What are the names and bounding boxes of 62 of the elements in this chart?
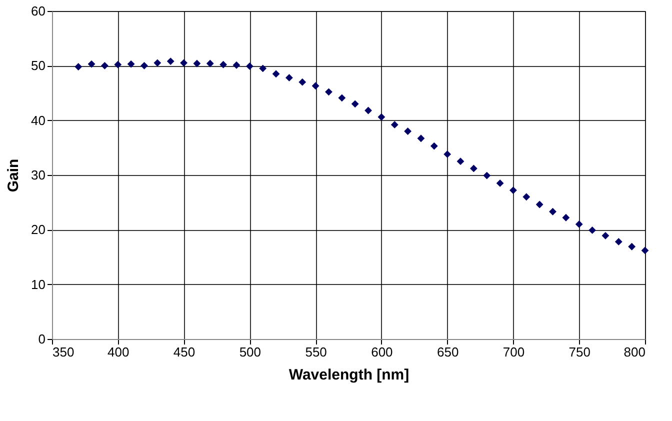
- x-tick-label: 750: [568, 344, 590, 360]
- point: [351, 100, 359, 108]
- y-tick-label: 50: [31, 58, 46, 74]
- point: [602, 232, 610, 240]
- point: [166, 58, 174, 65]
- point: [588, 226, 596, 234]
- x-axis-title: Wavelength [nm]: [288, 366, 410, 384]
- point: [88, 60, 96, 68]
- point: [390, 121, 398, 128]
- y-tick-label: 60: [31, 4, 46, 18]
- point: [549, 208, 556, 216]
- y-tick-label: 10: [31, 276, 46, 292]
- y-tick-label: 30: [31, 168, 46, 182]
- y-tick-label: 40: [31, 112, 46, 128]
- point: [430, 142, 438, 150]
- y-axis-title: Gain: [5, 158, 22, 192]
- x-tick-label: 450: [173, 344, 196, 360]
- point: [74, 63, 82, 70]
- point: [285, 74, 293, 82]
- x-tick-label: 550: [305, 344, 327, 360]
- x-tick-label: 800: [624, 344, 646, 360]
- point: [259, 64, 267, 72]
- point: [140, 62, 148, 70]
- point: [232, 61, 240, 69]
- point: [575, 220, 583, 228]
- point: [206, 60, 214, 68]
- point: [483, 172, 491, 180]
- point: [101, 62, 108, 70]
- point: [220, 60, 228, 68]
- point: [522, 193, 530, 201]
- point: [298, 78, 306, 86]
- point: [114, 60, 122, 68]
- point: [272, 70, 280, 78]
- point: [536, 200, 544, 208]
- point: [496, 179, 504, 187]
- point: [614, 238, 622, 246]
- point: [562, 214, 570, 222]
- point: [641, 246, 649, 254]
- x-tick-label: 400: [108, 344, 130, 360]
- point: [127, 60, 135, 68]
- point: [325, 88, 332, 96]
- x-tick-label: 500: [239, 344, 262, 360]
- x-tick-label: 600: [371, 344, 393, 360]
- y-tick-label: 0: [38, 332, 46, 346]
- point: [404, 128, 412, 135]
- point: [180, 59, 188, 67]
- point: [193, 60, 201, 68]
- point: [470, 164, 478, 172]
- point: [417, 134, 425, 142]
- point: [312, 82, 320, 90]
- point: [510, 186, 517, 194]
- point: [456, 158, 464, 166]
- point: [338, 94, 346, 102]
- point: [628, 242, 636, 250]
- point: [444, 150, 452, 158]
- y-tick-label: 20: [31, 222, 46, 238]
- x-tick-label: 700: [502, 344, 525, 360]
- point: [154, 59, 162, 67]
- point: [378, 113, 386, 121]
- point: [246, 62, 254, 70]
- x-tick-label: 350: [52, 344, 74, 360]
- x-tick-label: 650: [436, 344, 459, 360]
